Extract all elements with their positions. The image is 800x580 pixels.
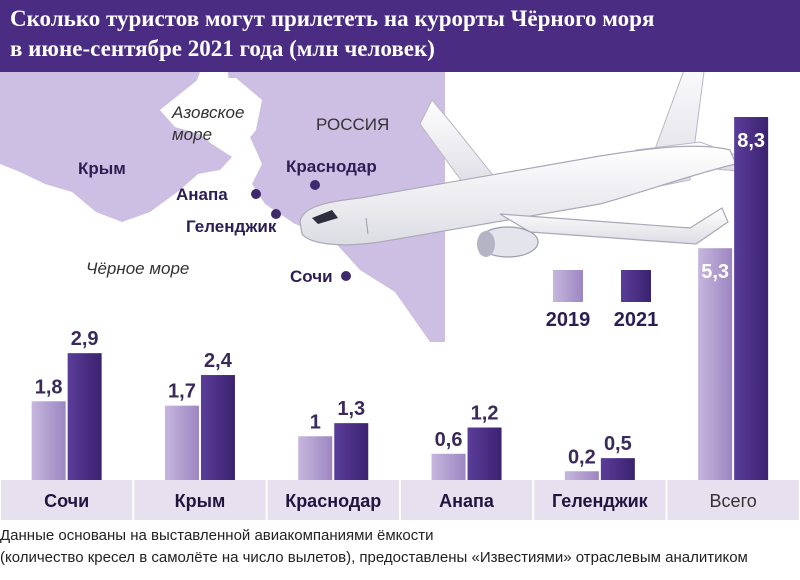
bar-chart: 2019 2021 1,8 2,9 1,7 2,4 1 1,3 0,6 1,2 0,2 0,5 5,… bbox=[1, 72, 799, 520]
category-cell-1 bbox=[1, 480, 133, 520]
category-label-6: Всего bbox=[710, 491, 757, 511]
legend-label-2019: 2019 bbox=[546, 309, 591, 331]
bar-2021-4 bbox=[467, 427, 502, 480]
airplane-engine-intake bbox=[477, 231, 495, 257]
map-label-azov-1: Азовское bbox=[171, 103, 244, 122]
footer-note-line-2: (количество кресел в самолёте на число в… bbox=[0, 549, 748, 566]
value-label-2019-6: 5,3 bbox=[701, 261, 729, 283]
bar-2021-1 bbox=[67, 353, 102, 480]
value-labels-layer: 1,8 2,9 1,7 2,4 1 1,3 0,6 1,2 0,2 0,5 5,3 8,3 bbox=[35, 130, 765, 468]
value-label-2019-2: 1,7 bbox=[168, 381, 196, 403]
value-label-2019-4: 0,6 bbox=[435, 429, 463, 451]
title-line-1: Сколько туристов могут прилететь на куро… bbox=[10, 6, 655, 31]
category-label-3: Краснодар bbox=[285, 491, 381, 511]
map-label-sochi: Сочи bbox=[290, 267, 333, 286]
bar-2019-5 bbox=[564, 471, 599, 480]
bar-2021-3 bbox=[334, 423, 369, 480]
bar-2019-3 bbox=[298, 436, 333, 480]
category-label-4: Анапа bbox=[439, 491, 495, 511]
map-label-gelendzhik: Геленджик bbox=[186, 217, 277, 236]
category-cell-4 bbox=[400, 480, 533, 520]
category-band: Сочи Крым Краснодар Анапа Геленджик Всего bbox=[1, 480, 799, 520]
value-label-2021-5: 0,5 bbox=[604, 433, 632, 455]
category-label-2: Крым bbox=[175, 491, 226, 511]
airplane-illustration bbox=[299, 72, 762, 258]
city-dot-gelendzhik bbox=[271, 209, 281, 219]
map-label-krasnodar: Краснодар bbox=[286, 157, 377, 176]
value-label-2019-3: 1 bbox=[310, 411, 321, 433]
value-label-2021-6: 8,3 bbox=[737, 130, 765, 152]
map-label-azov-2: море bbox=[172, 125, 212, 144]
legend-swatch-2021 bbox=[621, 270, 651, 302]
value-label-2021-1: 2,9 bbox=[71, 328, 99, 350]
category-cell-2 bbox=[134, 480, 266, 520]
map-label-black-sea: Чёрное море bbox=[86, 259, 189, 278]
value-label-2021-2: 2,4 bbox=[204, 350, 233, 372]
value-label-2019-5: 0,2 bbox=[568, 446, 596, 468]
footer-note-line-1: Данные основаны на выставленной авиакомп… bbox=[0, 527, 434, 544]
city-dot-anapa bbox=[251, 189, 261, 199]
city-dot-sochi bbox=[341, 271, 351, 281]
azov-sea bbox=[160, 78, 262, 150]
category-cell-3 bbox=[267, 480, 399, 520]
legend-swatch-2019 bbox=[553, 270, 583, 302]
legend-label-2021: 2021 bbox=[614, 309, 659, 331]
bar-2019-2 bbox=[164, 405, 199, 480]
value-label-2019-1: 1,8 bbox=[35, 376, 63, 398]
category-label-1: Сочи bbox=[44, 491, 89, 511]
title-line-2: в июне-сентябре 2021 года (млн человек) bbox=[10, 36, 435, 61]
map-label-anapa: Анапа bbox=[176, 185, 228, 204]
header-band: Сколько туристов могут прилететь на куро… bbox=[0, 0, 800, 72]
bar-2021-6 bbox=[734, 117, 769, 480]
category-cell-5 bbox=[534, 480, 666, 520]
bar-2019-1 bbox=[31, 401, 66, 480]
crimea-land bbox=[0, 72, 232, 222]
value-label-2021-3: 1,3 bbox=[337, 398, 365, 420]
bar-2019-4 bbox=[431, 453, 466, 480]
category-cell-6 bbox=[667, 480, 799, 520]
category-label-5: Геленджик bbox=[552, 491, 649, 511]
map-label-crimea: Крым bbox=[78, 159, 126, 178]
bar-2021-5 bbox=[600, 458, 635, 480]
value-label-2021-4: 1,2 bbox=[471, 403, 499, 425]
bar-2019-6 bbox=[698, 248, 733, 480]
airplane-cockpit-window bbox=[312, 210, 338, 224]
bar-2021-2 bbox=[200, 375, 235, 480]
city-dot-krasnodar bbox=[310, 180, 320, 190]
airplane-door bbox=[365, 217, 369, 235]
chart-title: Сколько туристов могут прилететь на куро… bbox=[10, 4, 790, 64]
map-label-russia: РОССИЯ bbox=[316, 115, 389, 134]
bars-layer bbox=[31, 117, 769, 480]
